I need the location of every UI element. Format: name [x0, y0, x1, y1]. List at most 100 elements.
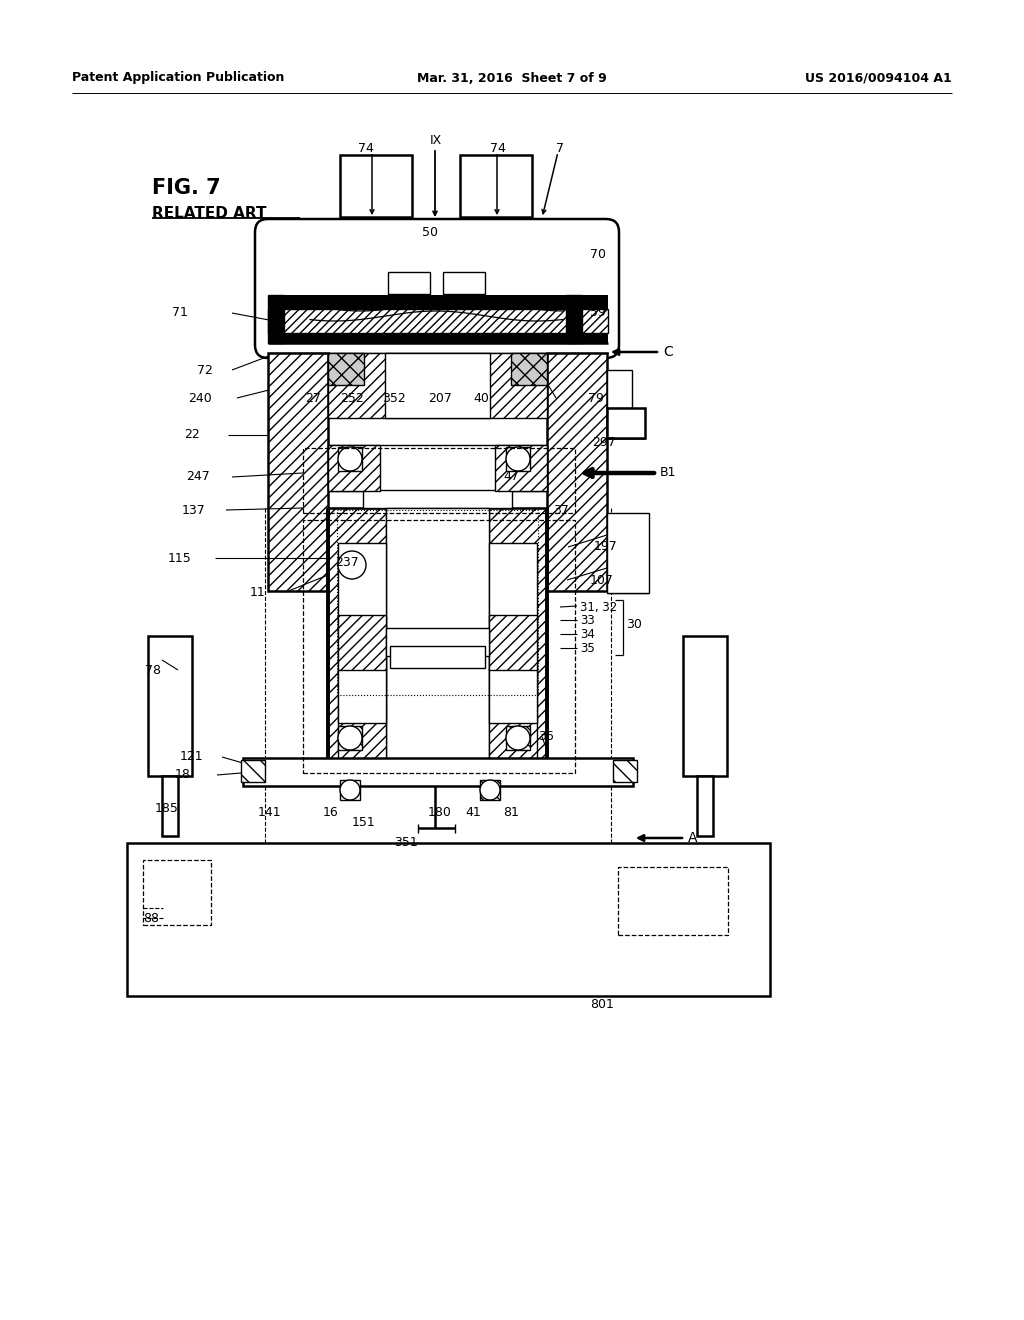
- Bar: [338, 615, 386, 671]
- Text: 107: 107: [590, 573, 613, 586]
- Bar: [243, 758, 633, 785]
- Bar: [511, 352, 547, 385]
- Circle shape: [506, 726, 530, 750]
- Text: C: C: [663, 345, 673, 359]
- Text: 41: 41: [465, 807, 480, 820]
- Text: 252: 252: [340, 392, 364, 404]
- Bar: [489, 508, 547, 774]
- Text: 79: 79: [588, 392, 604, 404]
- Text: 137: 137: [182, 503, 206, 516]
- Text: B1: B1: [660, 466, 677, 479]
- Bar: [506, 726, 530, 750]
- Bar: [613, 760, 637, 781]
- Text: 18: 18: [175, 768, 190, 781]
- Bar: [268, 294, 608, 309]
- Text: 27: 27: [305, 392, 321, 404]
- Circle shape: [340, 780, 360, 800]
- Bar: [268, 309, 608, 333]
- Bar: [607, 370, 632, 408]
- Text: 801: 801: [590, 998, 613, 1011]
- Text: 185: 185: [155, 801, 179, 814]
- Bar: [489, 615, 537, 671]
- Bar: [328, 445, 547, 491]
- Bar: [460, 154, 532, 216]
- Circle shape: [480, 780, 500, 800]
- Text: 47: 47: [503, 470, 519, 483]
- Bar: [495, 445, 547, 491]
- Bar: [489, 543, 537, 723]
- Bar: [362, 490, 512, 508]
- Text: 59: 59: [590, 306, 606, 319]
- Bar: [338, 668, 386, 774]
- Bar: [443, 272, 485, 294]
- Bar: [162, 776, 178, 836]
- Text: 352: 352: [382, 392, 406, 404]
- Text: 74: 74: [358, 141, 374, 154]
- Bar: [340, 154, 412, 216]
- Text: 71: 71: [172, 306, 187, 319]
- Polygon shape: [268, 294, 284, 343]
- Text: A: A: [688, 832, 697, 845]
- Text: 247: 247: [186, 470, 210, 483]
- Bar: [607, 513, 649, 593]
- Text: US 2016/0094104 A1: US 2016/0094104 A1: [805, 71, 952, 84]
- Text: 121: 121: [180, 751, 204, 763]
- Text: 40: 40: [473, 392, 488, 404]
- Circle shape: [338, 447, 362, 471]
- Text: 207: 207: [428, 392, 452, 404]
- Bar: [390, 645, 485, 668]
- Text: 34: 34: [580, 627, 595, 640]
- Circle shape: [338, 726, 362, 750]
- Bar: [338, 726, 362, 750]
- Text: 7: 7: [556, 141, 564, 154]
- Text: 72: 72: [197, 363, 213, 376]
- Bar: [618, 867, 728, 935]
- Bar: [328, 508, 386, 774]
- Bar: [241, 760, 265, 781]
- Text: 151: 151: [352, 816, 376, 829]
- Bar: [148, 636, 193, 776]
- Bar: [547, 352, 607, 591]
- Text: 22: 22: [184, 429, 200, 441]
- Bar: [697, 776, 713, 836]
- Polygon shape: [566, 294, 582, 343]
- FancyBboxPatch shape: [255, 219, 618, 358]
- Bar: [340, 780, 360, 800]
- Bar: [268, 333, 608, 343]
- Text: 50: 50: [422, 226, 438, 239]
- Bar: [268, 352, 328, 591]
- Text: 74: 74: [490, 141, 506, 154]
- Text: 30: 30: [626, 619, 642, 631]
- Text: IX: IX: [430, 133, 442, 147]
- Bar: [143, 861, 211, 925]
- Bar: [506, 447, 530, 471]
- Text: 11: 11: [250, 586, 266, 598]
- Bar: [338, 447, 362, 471]
- Bar: [388, 272, 430, 294]
- Bar: [337, 510, 538, 696]
- Text: FIG. 7: FIG. 7: [152, 178, 220, 198]
- Text: 115: 115: [168, 552, 191, 565]
- Text: 237: 237: [335, 556, 358, 569]
- Bar: [303, 520, 575, 774]
- Text: Mar. 31, 2016  Sheet 7 of 9: Mar. 31, 2016 Sheet 7 of 9: [417, 71, 607, 84]
- Bar: [328, 352, 364, 385]
- Bar: [127, 843, 770, 997]
- Bar: [303, 447, 575, 513]
- Text: 141: 141: [258, 807, 282, 820]
- Bar: [386, 628, 489, 656]
- Text: 81: 81: [503, 807, 519, 820]
- Bar: [683, 636, 727, 776]
- Bar: [328, 352, 547, 418]
- Text: Patent Application Publication: Patent Application Publication: [72, 71, 285, 84]
- Text: 36: 36: [538, 730, 554, 743]
- Text: 78: 78: [145, 664, 161, 676]
- Text: 351: 351: [394, 837, 418, 850]
- Text: 37: 37: [553, 503, 569, 516]
- Text: 35: 35: [580, 642, 595, 655]
- Bar: [338, 543, 386, 723]
- Bar: [386, 508, 489, 774]
- Circle shape: [506, 447, 530, 471]
- Text: 297: 297: [592, 436, 615, 449]
- Text: 88: 88: [143, 912, 159, 924]
